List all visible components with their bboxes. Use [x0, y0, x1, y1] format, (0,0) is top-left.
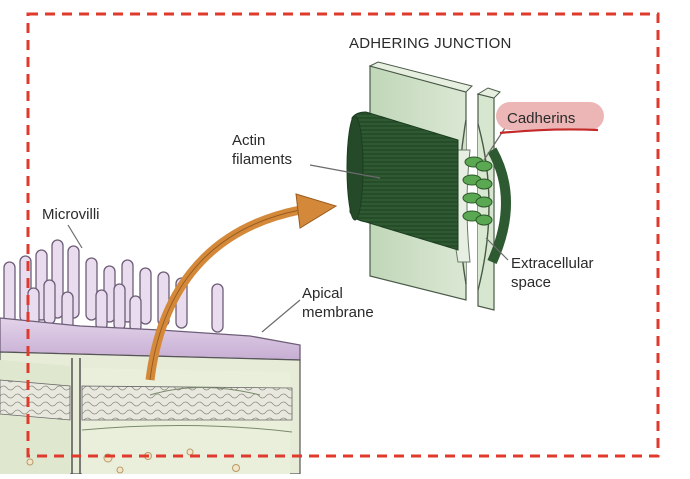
adhering-junction-illustration — [346, 61, 511, 311]
diagram-title: ADHERING JUNCTION — [349, 35, 512, 52]
actin-label-line-1: Actin — [232, 132, 266, 149]
microvilli-label: Microvilli — [42, 206, 100, 223]
microvilli — [3, 239, 224, 333]
cadherins-underline — [499, 128, 599, 135]
leader-lines — [67, 127, 509, 333]
curved-arrow-icon — [145, 193, 338, 381]
cadherins-label: Cadherins — [507, 110, 576, 127]
extracellular-label-line-2: space — [511, 274, 552, 291]
cadherins-highlight — [496, 102, 604, 130]
actin-filaments-label: Actin filaments — [232, 131, 292, 169]
extracellular-label-line-1: Extracellular — [511, 255, 594, 272]
dashed-frame — [26, 12, 660, 458]
actin-label-line-2: filaments — [232, 151, 293, 168]
apical-label-line-1: Apical — [302, 285, 343, 302]
cadherin-molecules — [462, 156, 493, 226]
apical-membrane-label: Apical membrane — [302, 284, 374, 322]
epithelial-cell-block — [0, 239, 301, 475]
extracellular-space-label: Extracellular space — [511, 254, 594, 292]
apical-label-line-2: membrane — [302, 304, 374, 321]
